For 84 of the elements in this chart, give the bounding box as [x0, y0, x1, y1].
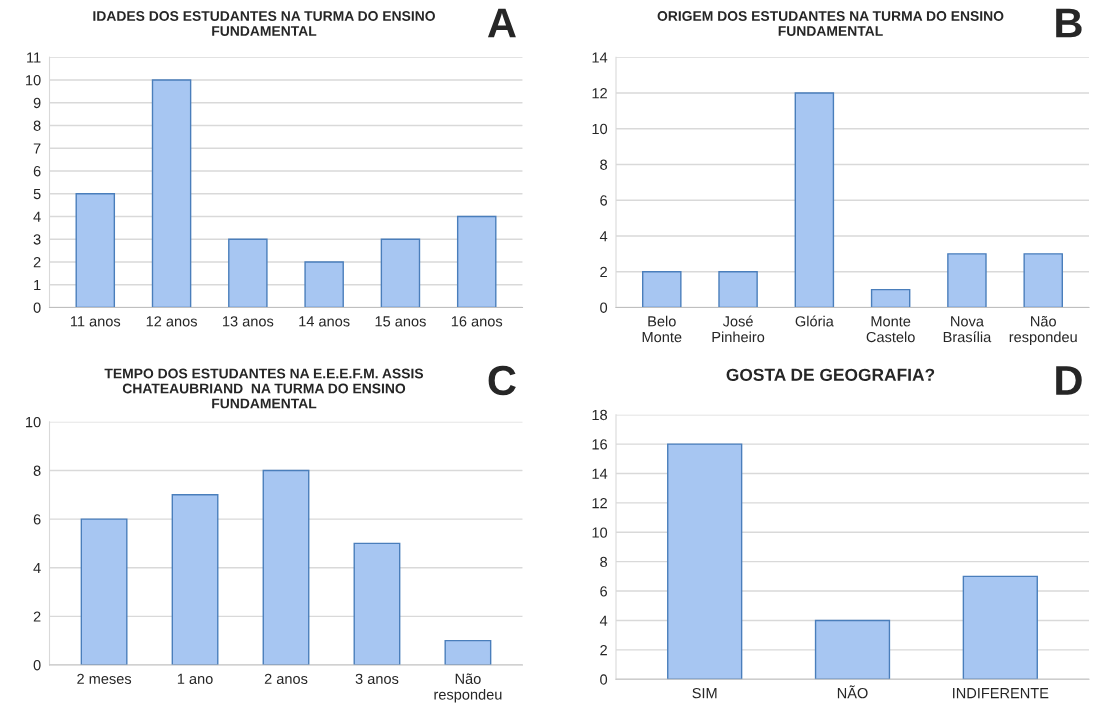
y-tick-label: 8	[33, 465, 41, 476]
y-tick-label: 2	[33, 611, 41, 622]
y-tick-label: 3	[33, 234, 41, 245]
y-tick-label: 6	[33, 166, 41, 177]
text: B	[1056, 8, 1082, 38]
chart-title: ORIGEM DOS ESTUDANTES NA TURMA DO ENSINO FUNDAMENTAL	[657, 11, 1004, 36]
bar	[80, 518, 128, 665]
y-tick-label: 0	[600, 674, 608, 685]
y-tick-label: 9	[33, 97, 41, 109]
y-tick-label: 8	[600, 159, 608, 170]
x-tick-label: Glória	[795, 315, 834, 327]
x-tick-label: Não respondeu	[1009, 315, 1077, 346]
y-tick-label: 1	[34, 279, 41, 290]
y-tick-label: 10	[592, 123, 608, 135]
y-tick-label: 2	[600, 266, 607, 277]
bar	[353, 542, 401, 665]
y-tick-label: 2	[33, 257, 41, 268]
bar	[304, 261, 344, 308]
bar	[151, 79, 192, 308]
bar	[667, 443, 743, 680]
y-tick-label: 4	[33, 211, 41, 222]
text: D	[1056, 366, 1082, 395]
x-tick-label: 16 anos	[451, 316, 503, 327]
x-tick-label: Nova Brasília	[943, 316, 992, 343]
x-tick-label: 12 anos	[146, 316, 197, 327]
bar	[444, 639, 492, 665]
y-tick-label: 6	[33, 514, 41, 525]
bar	[794, 92, 835, 308]
y-tick-label: 4	[599, 231, 608, 242]
y-tick-label: 11	[27, 52, 41, 63]
y-tick-label: 18	[592, 409, 608, 421]
y-tick-label: 7	[33, 143, 41, 154]
x-tick-label: NÃO	[837, 685, 868, 699]
bar	[814, 619, 891, 680]
y-tick-label: 0	[33, 302, 41, 313]
bar	[962, 575, 1038, 680]
y-tick-label: 14	[592, 468, 608, 479]
x-tick-label: 2 anos	[264, 673, 308, 684]
y-tick-label: 8	[600, 556, 608, 568]
y-tick-label: 14	[592, 52, 608, 63]
y-tick-label: 8	[33, 120, 41, 131]
y-tick-label: 12	[592, 88, 607, 99]
bar	[75, 193, 116, 308]
y-tick-label: 10	[26, 75, 41, 86]
x-tick-label: 15 anos	[375, 316, 426, 327]
x-tick-label: 13 anos	[223, 316, 274, 327]
y-tick-label: 10	[592, 527, 608, 538]
chart-title: IDADES DOS ESTUDANTES NA TURMA DO ENSINO FUNDAMENTAL	[93, 11, 435, 36]
y-tick-label: 5	[33, 188, 41, 200]
x-tick-label: INDIFERENTE	[953, 688, 1049, 699]
x-tick-label: SIM	[692, 687, 717, 699]
y-tick-label: 4	[33, 562, 41, 573]
x-tick-label: 14 anos	[299, 316, 350, 327]
y-tick-label: 12	[592, 497, 607, 509]
x-tick-label: 2 meses	[77, 673, 132, 684]
bar	[171, 494, 219, 665]
x-tick-label: 11 anos	[70, 316, 121, 327]
y-tick-label: 0	[33, 660, 41, 671]
chart-title: GOSTA DE GEOGRAFIA?	[726, 368, 935, 381]
y-tick-label: 16	[592, 439, 608, 450]
x-tick-label: Não respondeu	[434, 673, 502, 703]
y-tick-label: 0	[600, 302, 608, 313]
bar	[262, 469, 310, 665]
bar	[456, 215, 497, 308]
y-tick-label: 6	[600, 195, 608, 206]
x-tick-label: José Pinheiro	[712, 315, 765, 343]
bar	[718, 271, 758, 308]
x-tick-label: Monte Castelo	[866, 316, 915, 343]
bar	[1023, 253, 1063, 308]
bar	[228, 238, 268, 308]
y-tick-label: 10	[26, 416, 41, 428]
bar	[947, 253, 987, 308]
x-tick-label: 3 anos	[355, 673, 399, 684]
bar	[642, 271, 682, 308]
bar	[380, 238, 421, 308]
y-tick-label: 4	[599, 615, 608, 626]
y-tick-label: 6	[600, 586, 608, 597]
text: A	[487, 8, 516, 38]
y-tick-label: 2	[600, 644, 607, 656]
x-tick-label: Belo Monte	[642, 315, 682, 343]
bar	[870, 288, 911, 308]
x-tick-label: 1 ano	[177, 673, 213, 684]
text: C	[488, 365, 516, 396]
chart-title: TEMPO DOS ESTUDANTES NA E.E.E.F.M. ASSIS CHATEAUBRIAND NA TURMA DO ENSINO FUNDAMENTAL	[104, 368, 424, 409]
